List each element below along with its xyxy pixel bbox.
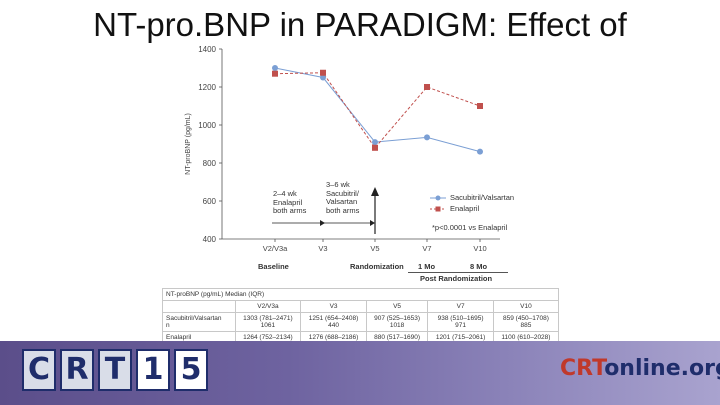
series-line-1 bbox=[274, 72, 481, 149]
cell-n: 440 bbox=[328, 322, 339, 329]
legend-label: Enalapril bbox=[450, 204, 480, 213]
crtonline-logo: CRTonline.org bbox=[560, 356, 720, 381]
chart: 400 600 800 1000 1200 1400 NT-proBNP (pg/mL) V2… bbox=[185, 45, 500, 253]
table-cell: 1251 (654–2408) 440 bbox=[300, 312, 367, 332]
data-point bbox=[477, 148, 483, 155]
annotation-sacubitril-runin: 3–6 wk Sacubitril/ Valsartan both arms bbox=[326, 180, 360, 215]
series-line-0 bbox=[274, 67, 481, 153]
table-header-cell: V10 bbox=[492, 300, 560, 313]
cell-value: 1264 (752–2134) bbox=[243, 334, 293, 341]
arrow-head bbox=[371, 187, 379, 196]
annotation-enalapril-runin: 2–4 wk Enalapril both arms bbox=[273, 189, 307, 216]
y-tick-label: 800 bbox=[203, 159, 217, 168]
data-point bbox=[372, 144, 378, 151]
table-header-row: V2/V3a V3 V5 V7 V10 bbox=[162, 300, 560, 313]
chart-markers bbox=[272, 65, 483, 155]
y-tick-label: 600 bbox=[203, 197, 217, 206]
randomization-arrow bbox=[272, 187, 379, 234]
crt-logo-letter: R bbox=[60, 349, 94, 391]
significance-note: *p<0.0001 vs Enalapril bbox=[432, 223, 508, 232]
annotation-line: Valsartan bbox=[326, 197, 358, 206]
crt-logo-digit: 5 bbox=[174, 349, 208, 391]
table-header-cell: V5 bbox=[365, 300, 429, 313]
data-point bbox=[424, 134, 430, 141]
x-tick-label: V3 bbox=[318, 244, 327, 253]
table-cell: 907 (525–1653) 1018 bbox=[365, 312, 429, 332]
runin-arrowhead-1 bbox=[320, 220, 325, 226]
row-label-text: Enalapril bbox=[166, 334, 192, 341]
annotation-line: 3–6 wk bbox=[326, 180, 350, 189]
x-tick-label: V10 bbox=[473, 244, 486, 253]
annotation-line: both arms bbox=[273, 206, 307, 215]
data-point bbox=[320, 74, 326, 81]
slide-title: NT-pro.BNP in PARADIGM: Effect of bbox=[93, 6, 627, 43]
legend-label: Sacubitril/Valsartan bbox=[450, 193, 515, 202]
table-cell: 1303 (781–2471) 1061 bbox=[234, 312, 302, 332]
y-tick-label: 1000 bbox=[198, 121, 216, 130]
cell-value: 1201 (715–2061) bbox=[435, 334, 486, 341]
table-cell: 859 (450–1708) 885 bbox=[492, 312, 560, 332]
table-header-cell bbox=[162, 300, 236, 313]
legend-item-sacubitril: Sacubitril/Valsartan bbox=[430, 192, 514, 203]
cell-n: 1018 bbox=[389, 322, 405, 329]
crt-logo-letter: C bbox=[22, 349, 56, 391]
chart-axes: 400 600 800 1000 1200 1400 NT-proBNP (pg/mL) V2… bbox=[185, 45, 500, 253]
row-sublabel: n bbox=[166, 322, 170, 329]
cell-value: 1303 (781–2471) bbox=[243, 315, 293, 322]
annotation-line: both arms bbox=[326, 205, 360, 215]
post-randomization-label: Post Randomization bbox=[420, 274, 493, 283]
xgroup-baseline: Baseline bbox=[258, 262, 289, 271]
data-point bbox=[477, 103, 483, 109]
table-cell: 938 (510–1695) 971 bbox=[427, 312, 494, 332]
table-header-cell: V2/V3a bbox=[234, 300, 302, 313]
annotation-line: Enalapril bbox=[273, 197, 303, 207]
cell-value: 1276 (688–2186) bbox=[308, 334, 359, 341]
data-point bbox=[272, 70, 278, 77]
table-title-row: NT-proBNP (pg/mL) Median (IQR) bbox=[162, 288, 559, 301]
cell-n: 971 bbox=[455, 322, 467, 329]
y-tick-label: 400 bbox=[203, 235, 217, 244]
post-randomization-bracket bbox=[408, 272, 508, 273]
xgroup-1mo: 1 Mo bbox=[418, 262, 436, 271]
annotation-line: Sacubitril/ bbox=[326, 188, 359, 198]
y-axis-label: NT-proBNP (pg/mL) bbox=[185, 113, 192, 175]
data-point bbox=[372, 139, 378, 146]
table-row: Sacubitril/Valsartan n 1303 (781–2471) 106… bbox=[162, 312, 560, 332]
crt-logo-digit: 1 bbox=[136, 349, 170, 391]
data-point bbox=[320, 69, 326, 76]
data-point bbox=[424, 84, 430, 90]
x-tick-label: V5 bbox=[370, 244, 379, 253]
cell-n: 1061 bbox=[260, 322, 276, 329]
chart-lines bbox=[274, 67, 481, 153]
legend-swatch-circle bbox=[430, 195, 446, 200]
table-title: NT-proBNP (pg/mL) Median (IQR) bbox=[162, 288, 559, 301]
row-label: Sacubitril/Valsartan n bbox=[162, 312, 236, 332]
xgroup-8mo: 8 Mo bbox=[470, 262, 488, 271]
chart-legend: Sacubitril/Valsartan Enalapril bbox=[430, 192, 514, 214]
runin-arrowhead-2 bbox=[370, 220, 375, 226]
y-tick-label: 1200 bbox=[198, 83, 216, 92]
legend-item-enalapril: Enalapril bbox=[430, 203, 514, 214]
cell-value: 1251 (654–2408) bbox=[308, 315, 359, 322]
cell-value: 907 (525–1653) bbox=[374, 315, 421, 322]
xgroup-randomization: Randomization bbox=[350, 262, 404, 271]
legend-swatch-square bbox=[430, 206, 446, 211]
table-header-cell: V3 bbox=[300, 300, 367, 313]
table-header-cell: V7 bbox=[427, 300, 494, 313]
crt-logo: C R T 1 5 bbox=[22, 349, 208, 391]
crt-logo-letter: T bbox=[98, 349, 132, 391]
data-point bbox=[272, 65, 278, 71]
logo-suffix: online.org bbox=[604, 356, 720, 381]
y-tick-label: 1400 bbox=[198, 45, 216, 54]
logo-prefix: CRT bbox=[560, 356, 605, 381]
x-tick-label: V7 bbox=[422, 244, 431, 253]
cell-value: 938 (510–1695) bbox=[437, 315, 484, 322]
row-label-text: Sacubitril/Valsartan bbox=[166, 315, 222, 322]
annotation-line: 2–4 wk bbox=[273, 189, 297, 198]
cell-n: 885 bbox=[520, 322, 532, 329]
cell-value: 880 (517–1690) bbox=[374, 334, 421, 341]
cell-value: 1100 (610–2028) bbox=[501, 334, 551, 341]
cell-value: 859 (450–1708) bbox=[503, 315, 549, 322]
x-tick-label: V2/V3a bbox=[263, 244, 288, 253]
